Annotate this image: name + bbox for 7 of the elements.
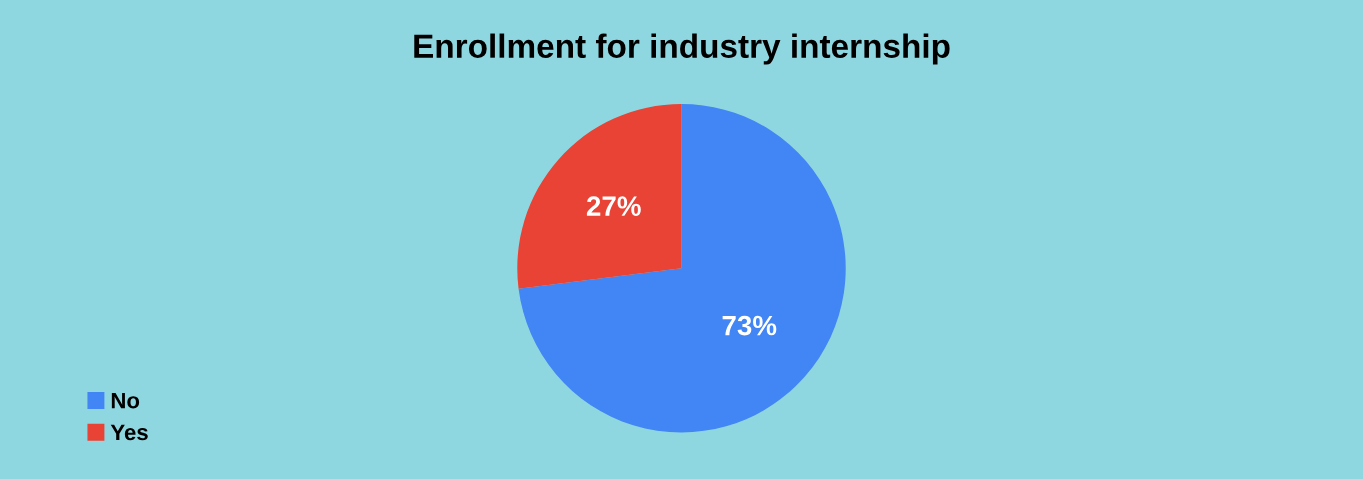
pie-slice: [518, 104, 846, 433]
chart-title: Enrollment for industry internship: [414, 33, 950, 65]
legend-label: No: [111, 392, 140, 409]
legend-label: Yes: [110, 424, 148, 441]
data-label: 27%: [586, 196, 641, 216]
pie-slice: [517, 104, 682, 289]
data-label: 73%: [722, 315, 777, 336]
